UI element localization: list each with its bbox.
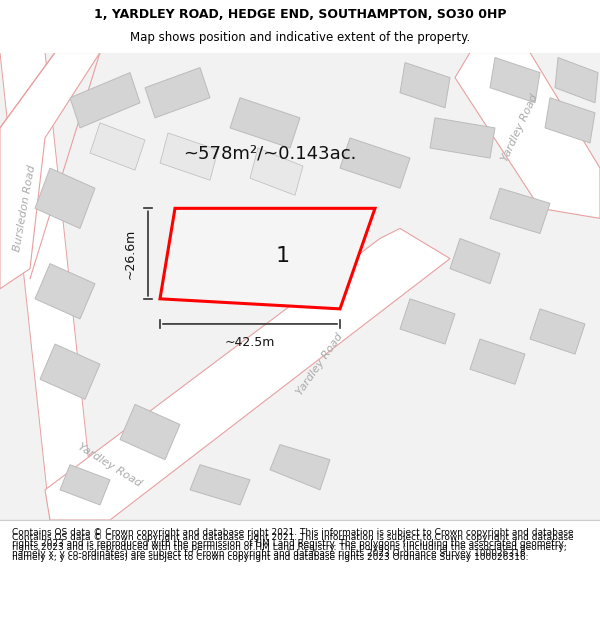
Polygon shape (400, 62, 450, 107)
Polygon shape (400, 299, 455, 344)
Polygon shape (450, 239, 500, 284)
Polygon shape (120, 404, 180, 459)
Polygon shape (470, 339, 525, 384)
Polygon shape (270, 444, 330, 490)
Polygon shape (340, 138, 410, 188)
Polygon shape (455, 52, 600, 218)
Polygon shape (160, 133, 218, 180)
Text: Bursledon Road: Bursledon Road (13, 164, 38, 252)
Polygon shape (35, 168, 95, 229)
Polygon shape (70, 72, 140, 128)
Text: 1: 1 (275, 246, 290, 266)
Polygon shape (250, 148, 303, 195)
Polygon shape (0, 52, 95, 520)
Text: ~42.5m: ~42.5m (225, 336, 275, 349)
Polygon shape (35, 264, 95, 319)
Text: ~578m²/~0.143ac.: ~578m²/~0.143ac. (184, 144, 356, 162)
Polygon shape (530, 309, 585, 354)
Text: ~26.6m: ~26.6m (124, 229, 137, 279)
Polygon shape (230, 98, 300, 148)
Polygon shape (490, 188, 550, 234)
Polygon shape (490, 58, 540, 102)
Text: Contains OS data © Crown copyright and database right 2021. This information is : Contains OS data © Crown copyright and d… (12, 532, 574, 562)
Polygon shape (160, 208, 375, 309)
Polygon shape (190, 465, 250, 505)
Polygon shape (430, 118, 495, 158)
Polygon shape (545, 98, 595, 143)
Text: Map shows position and indicative extent of the property.: Map shows position and indicative extent… (130, 31, 470, 44)
Text: Yardley Road: Yardley Road (295, 331, 345, 397)
Polygon shape (145, 68, 210, 118)
Polygon shape (40, 344, 100, 399)
Text: Yardley Road: Yardley Road (76, 441, 143, 488)
Polygon shape (45, 229, 450, 520)
Polygon shape (90, 123, 145, 170)
Polygon shape (60, 465, 110, 505)
Text: Contains OS data © Crown copyright and database right 2021. This information is : Contains OS data © Crown copyright and d… (12, 528, 574, 558)
Polygon shape (0, 52, 100, 289)
Text: Yardley Road: Yardley Road (500, 92, 540, 163)
Text: 1, YARDLEY ROAD, HEDGE END, SOUTHAMPTON, SO30 0HP: 1, YARDLEY ROAD, HEDGE END, SOUTHAMPTON,… (94, 8, 506, 21)
Polygon shape (555, 58, 598, 102)
